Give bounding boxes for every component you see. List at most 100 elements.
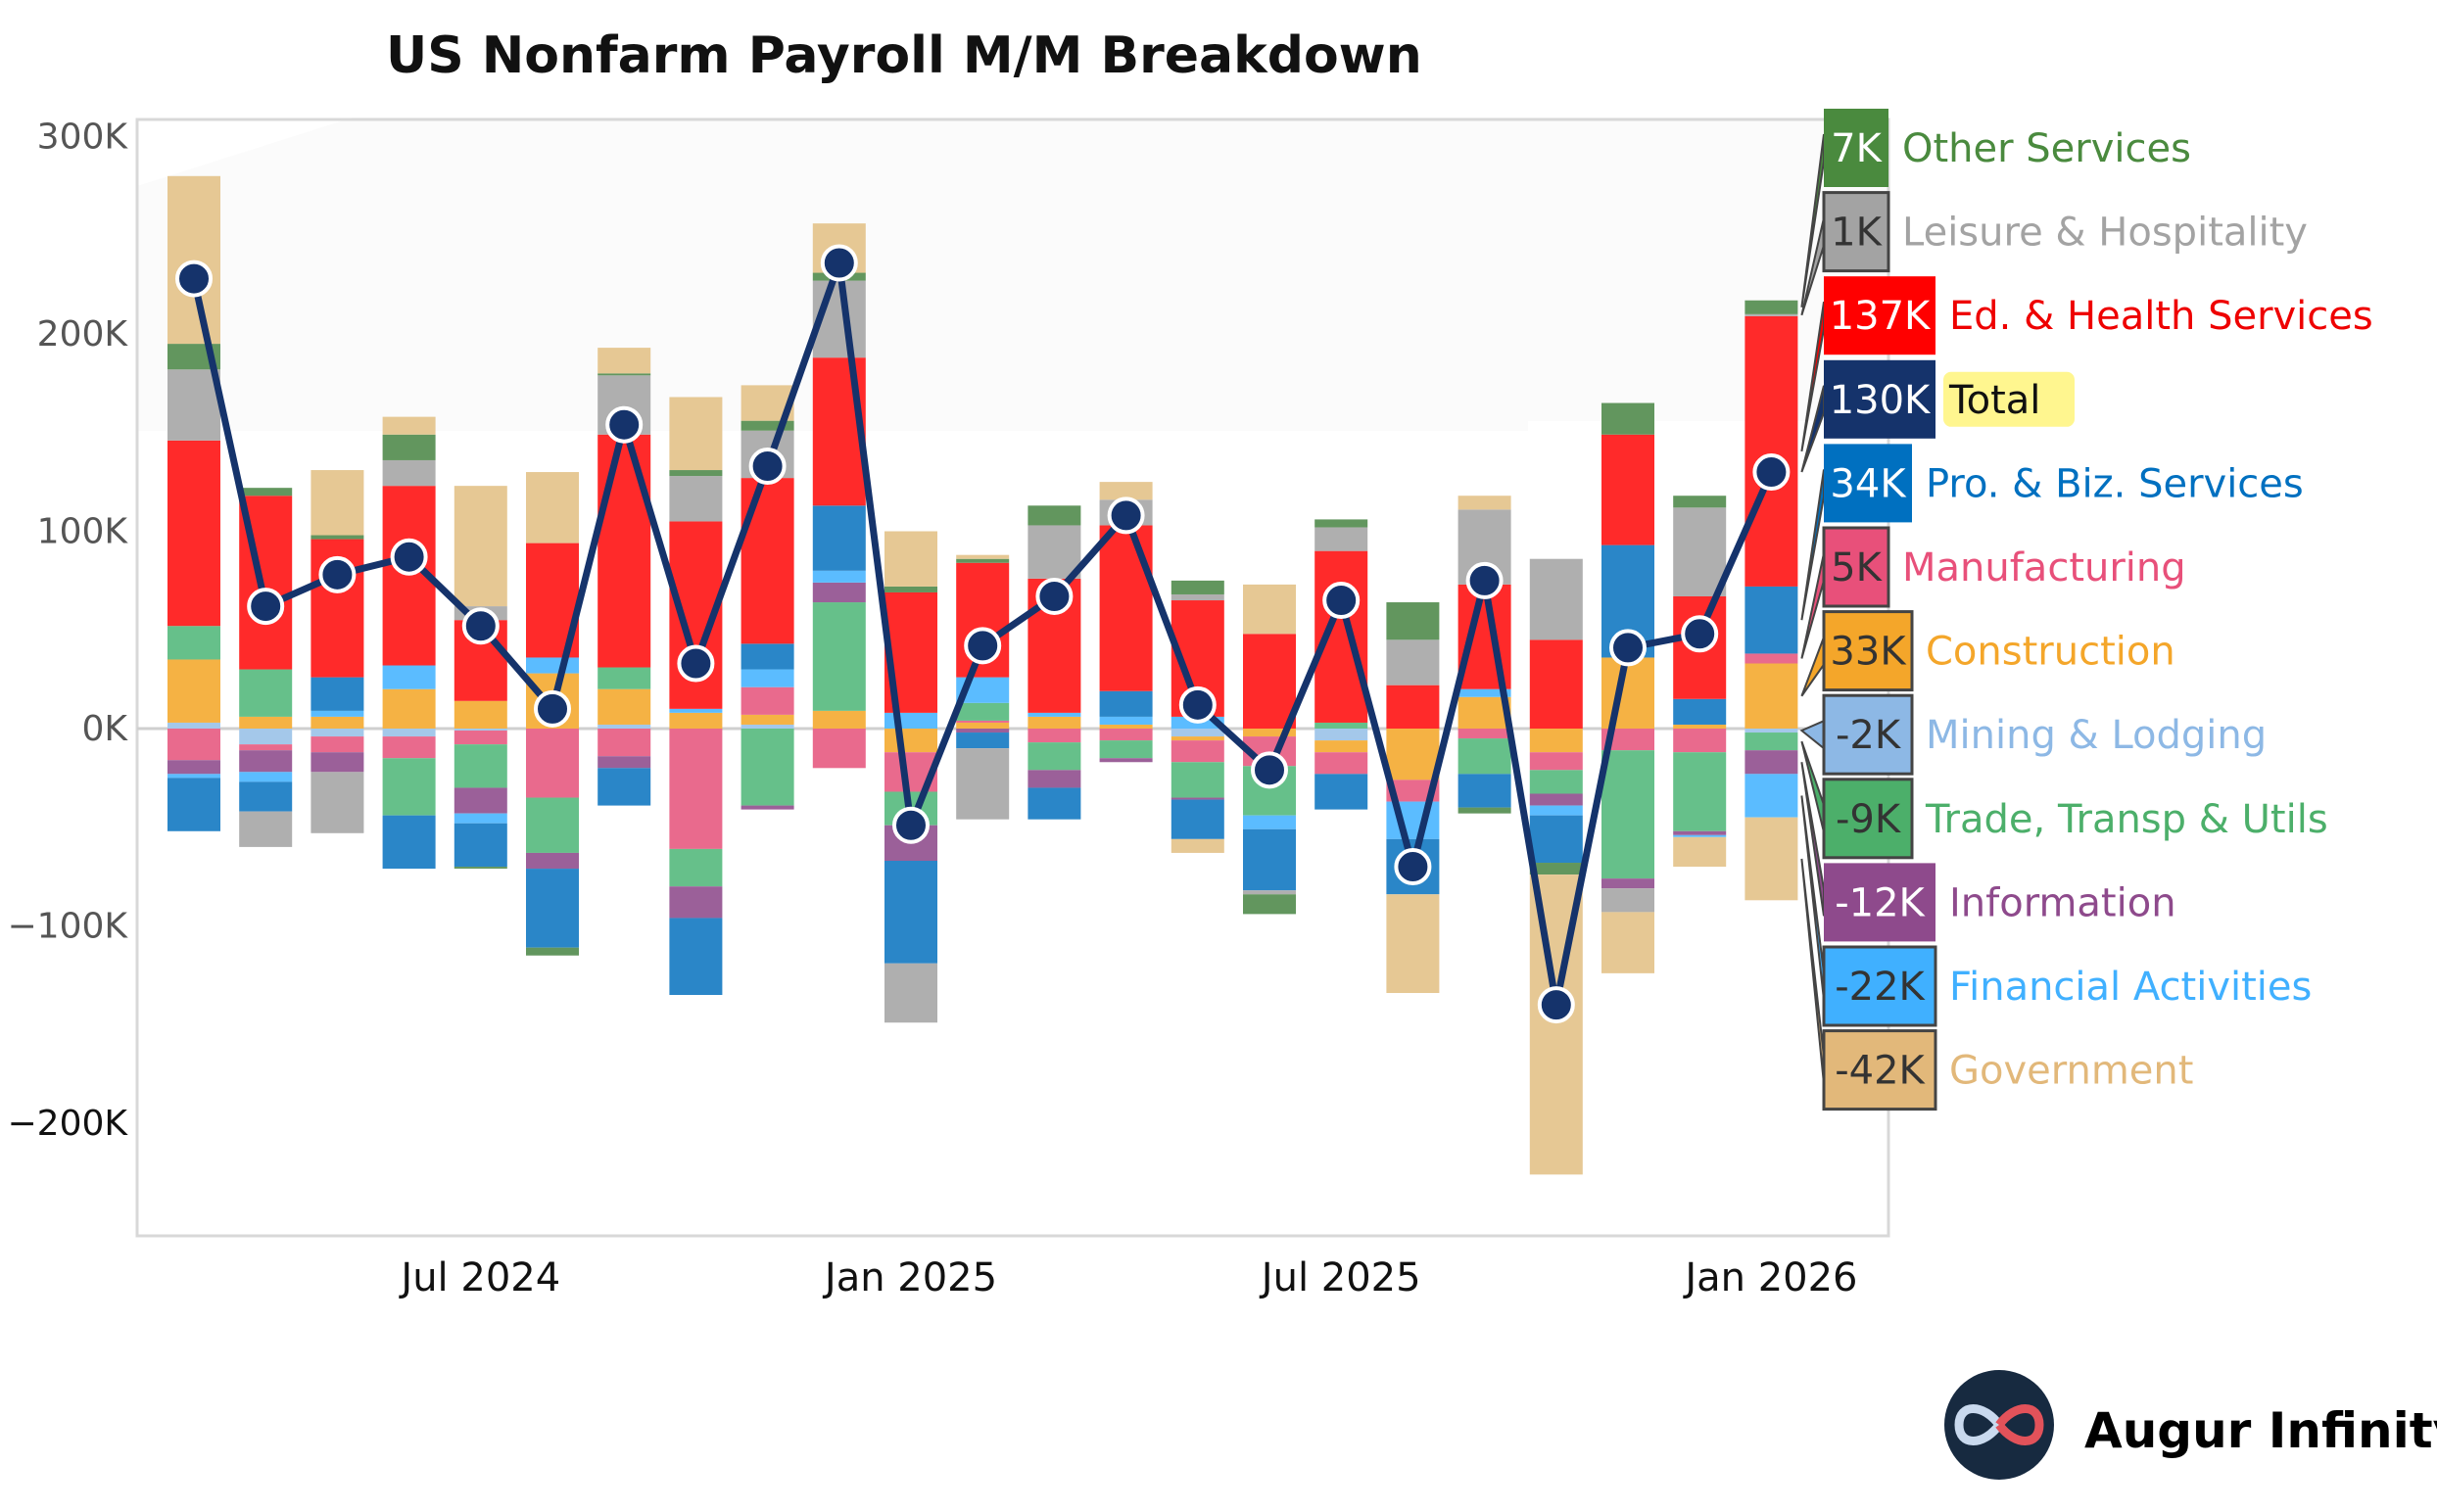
bar-segment-financial <box>167 774 220 779</box>
bar-segment-construction <box>1243 729 1296 737</box>
bar-segment-trade <box>1314 722 1368 729</box>
bar-segment-government <box>526 472 579 543</box>
y-tick-label: 0K <box>81 709 128 749</box>
bar-segment-information <box>1744 750 1798 775</box>
bar-segment-financial <box>454 813 507 824</box>
bar-segment-manufacturing <box>812 729 866 769</box>
bar-segment-manufacturing <box>597 729 651 757</box>
bar-segment-probiz <box>597 768 651 806</box>
bar-segment-information <box>1171 797 1224 800</box>
legend-item-information: -12K Information <box>1800 762 2176 942</box>
bar-segment-edhealth <box>1243 634 1296 729</box>
bar-segment-mining <box>741 724 794 729</box>
bar-segment-leisure <box>669 476 723 522</box>
bar-segment-trade <box>1529 770 1583 794</box>
legend-name: Leisure & Hospitality <box>1902 211 2308 256</box>
bar-stack <box>1243 584 1296 915</box>
legend-name: Ed. & Health Services <box>1949 294 2373 339</box>
bar-segment-manufacturing <box>1314 752 1368 775</box>
legend-value-box <box>1824 109 1888 187</box>
bar-segment-trade <box>669 848 723 887</box>
bar-segment-construction <box>1673 724 1727 729</box>
bar-stack <box>239 488 293 847</box>
bar-segment-construction <box>1027 716 1081 729</box>
bar-segment-financial <box>812 570 866 583</box>
bar-segment-manufacturing <box>1601 729 1654 751</box>
bar-segment-edhealth <box>1386 685 1440 729</box>
legend-value-box <box>1822 191 1890 273</box>
bar-segment-financial <box>669 708 723 713</box>
bar-segment-probiz <box>526 869 579 948</box>
bar-segment-government <box>454 486 507 607</box>
x-tick-label: Jan 2025 <box>822 1255 997 1300</box>
legend-item-mining: -2K Mining & Lodging <box>1799 693 2267 776</box>
legend-item-leisure: 1K Leisure & Hospitality <box>1800 191 2308 316</box>
bar-segment-leisure <box>884 963 937 1023</box>
bar-stack <box>597 348 651 806</box>
legend-value: 130K <box>1830 378 1932 423</box>
bar-segment-construction <box>1099 724 1153 729</box>
bar-segment-leisure <box>311 772 364 833</box>
bar-segment-edhealth <box>597 434 651 668</box>
legend-value-box <box>1824 444 1912 523</box>
bar-segment-other <box>1529 863 1583 875</box>
bar-segment-other <box>1457 807 1511 814</box>
bar-segment-leisure <box>1171 593 1224 601</box>
bar-segment-leisure <box>1529 558 1583 640</box>
bar-segment-mining <box>382 729 436 737</box>
legend-value-box <box>1822 693 1914 776</box>
bar-segment-other <box>311 535 364 540</box>
legend-item-financial: -22K Financial Activities <box>1800 795 2312 1027</box>
bar-stack <box>454 486 507 870</box>
total-point <box>1107 496 1145 535</box>
bar-segment-government <box>1744 817 1798 901</box>
bar-segment-information <box>741 805 794 810</box>
bar-segment-leisure <box>1314 527 1368 551</box>
bar-segment-mining <box>1744 729 1798 733</box>
bar-segment-manufacturing <box>1673 729 1727 753</box>
total-point <box>748 448 787 486</box>
x-axis-ticks: Jul 2024 Jan 2025 Jul 2025 Jan 2026 <box>398 1255 1857 1300</box>
infinity-logo-icon <box>1954 1404 2044 1445</box>
legend-name: Manufacturing <box>1902 545 2186 591</box>
bar-segment-probiz <box>1314 774 1368 810</box>
bar-segment-edhealth <box>1099 525 1153 691</box>
bar-segment-trade <box>239 669 293 717</box>
bar-segment-trade <box>956 702 1010 721</box>
bar-segment-government <box>311 470 364 536</box>
bar-segment-financial <box>741 669 794 687</box>
bar-segment-financial <box>1457 688 1511 697</box>
x-tick-label: Jul 2024 <box>398 1255 560 1300</box>
bar-segment-leisure <box>1027 525 1081 579</box>
legend-pointer <box>1799 719 1825 751</box>
legend-value-box <box>1822 526 1890 608</box>
y-tick-label: 300K <box>37 118 129 158</box>
bar-segment-construction <box>311 716 364 729</box>
total-point <box>318 555 357 593</box>
stacked-bars <box>167 175 1798 1175</box>
bar-segment-probiz <box>669 918 723 996</box>
bar-segment-other <box>382 434 436 460</box>
bar-segment-other <box>1027 505 1081 526</box>
bar-segment-mining <box>1171 729 1224 737</box>
bar-segment-leisure <box>1673 507 1727 596</box>
bar-segment-financial <box>1099 716 1153 725</box>
bar-segment-trade <box>382 758 436 816</box>
bar-segment-other <box>956 558 1010 563</box>
bar-segment-other <box>884 586 937 592</box>
legend-item-government: -42K Government <box>1800 858 2193 1111</box>
bar-segment-trade <box>741 729 794 806</box>
bar-segment-probiz <box>1673 698 1727 725</box>
bar-segment-leisure <box>239 811 293 847</box>
legend-value: 137K <box>1830 294 1932 339</box>
bar-segment-construction <box>454 700 507 729</box>
bar-segment-edhealth <box>167 440 220 627</box>
bar-segment-manufacturing <box>167 729 220 761</box>
bar-stack <box>1027 505 1081 820</box>
legend-name: Total <box>1948 378 2040 423</box>
bar-stack <box>1529 558 1583 1175</box>
legend-value-box <box>1822 778 1914 860</box>
total-point <box>390 538 428 576</box>
legend-value: 33K <box>1830 630 1907 675</box>
